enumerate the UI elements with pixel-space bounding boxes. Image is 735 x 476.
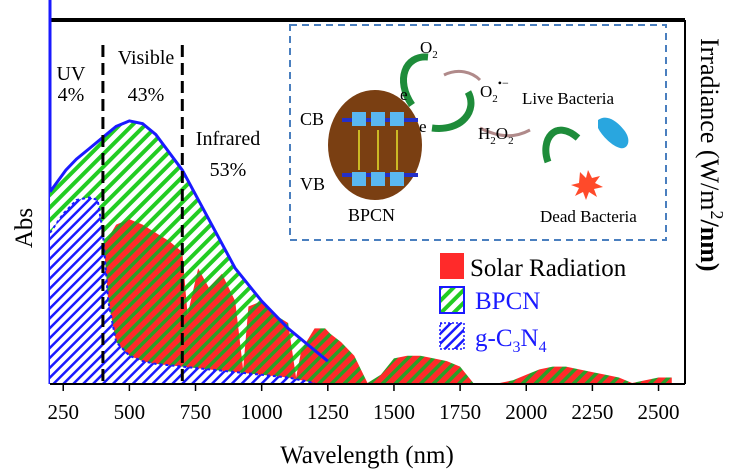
legend-label-gc3n4-part1: g-C [475,325,513,352]
x-tick-label: 2000 [505,400,547,424]
cb-label: CB [300,109,324,129]
mechanism-inset: CB VB BPCN e e O2 O2•− H2O2 Live Bacteri… [289,24,667,241]
electron-label-2: e [419,117,427,136]
electron-label-1: e [400,85,408,104]
left-y-axis-title: Abs [11,208,38,248]
oxygen-label-sub: 2 [432,49,438,61]
legend-label-gc3n4-part2: N [521,325,539,352]
h2o2-label-h: H [478,124,490,143]
legend-label-gc3n4: g-C3N4 [475,325,547,356]
dead-bacterium-icon [571,170,603,200]
superoxide-label: O2•− [480,76,509,105]
region-label-1: Visible [118,47,175,69]
legend-label-solar: Solar Radiation [470,255,627,282]
bacteria-attack-arrow [542,126,581,164]
region-percent-0: 4% [58,84,85,106]
x-tick-label: 250 [47,400,79,424]
gc3n4-line [50,196,315,383]
superoxide-label-sup: •− [498,76,509,90]
region-label-0: UV [57,63,86,85]
x-tick-label: 500 [114,400,146,424]
right-y-axis-title-unit: /nm) [695,219,724,272]
x-axis-title: Wavelength (nm) [280,442,454,469]
legend-swatch-solar [440,253,464,279]
vb-label: VB [300,174,325,194]
solar-radiation-area [76,219,672,383]
x-tick-label: 1500 [373,400,415,424]
h2o2-arrow [479,126,531,138]
legend-swatch-bpcn [439,286,465,314]
oxygen-label: O2 [420,38,438,61]
x-tick-label: 1250 [307,400,349,424]
legend: Solar Radiation BPCN g-C3N4 [439,253,627,356]
h2o2-label-sub2: 2 [508,135,514,147]
bpcn-line [50,119,329,363]
dead-bacteria-label: Dead Bacteria [540,207,637,226]
x-tick-label: 2500 [638,400,680,424]
x-tick-label: 1000 [241,400,283,424]
h2o2-label: H2O2 [478,124,514,147]
region-percent-1: 43% [128,84,165,106]
right-y-axis-title: Irradiance (W/m2/nm) [695,38,727,272]
catalyst-label: BPCN [348,205,395,225]
legend-label-gc3n4-sub1: 3 [513,339,521,356]
h2o2-label-sub1: 2 [490,135,496,147]
h2o2-label-o: O [496,124,508,143]
spectral-regions: UV4% Visible 43% Infrared 53% [57,45,260,383]
electron-markers [352,112,404,126]
live-bacteria-label: Live Bacteria [522,89,614,108]
x-tick-label: 2250 [571,400,613,424]
oxygen-label-main: O [420,38,432,57]
right-y-axis-title-exponent: 2 [707,211,727,220]
region-percent-2: 53% [210,159,247,181]
excitation-arrows [358,130,398,170]
electron-arrow-2 [431,90,475,132]
live-bacterium-icon [598,117,629,149]
x-tick-label: 750 [180,400,212,424]
superoxide-label-main: O [480,82,492,101]
legend-swatch-gc3n4 [439,322,465,350]
legend-label-bpcn: BPCN [475,288,540,315]
x-tick-labels: 250 500 750 1000 1250 1500 1750 2000 2250 2500 [47,384,680,424]
superoxide-label-sub: 2 [492,93,498,105]
region-label-2: Infrared [196,128,260,150]
x-tick-label: 1750 [439,400,481,424]
electron-arrow-1 [399,53,429,107]
legend-label-gc3n4-sub2: 4 [539,339,547,356]
hole-markers [352,172,404,186]
o2-conversion-arrow [443,69,482,82]
right-y-axis-title-main: Irradiance (W/m [695,38,724,211]
